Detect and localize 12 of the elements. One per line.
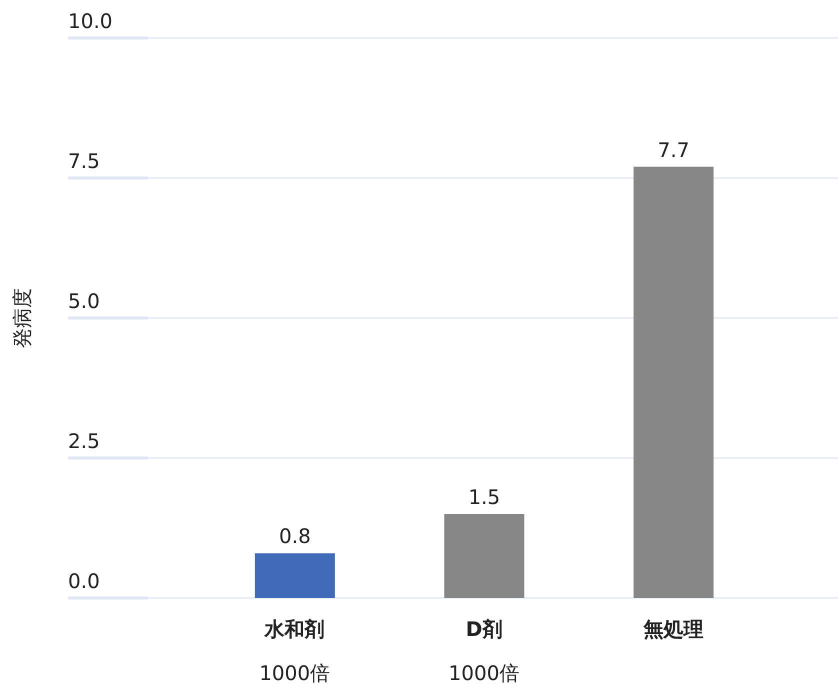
y-tick-label: 0.0: [68, 569, 100, 593]
y-tick-label: 7.5: [68, 149, 100, 173]
x-tick-label: D剤 1000倍: [448, 617, 520, 685]
y-tick-label: 10.0: [68, 9, 113, 33]
data-label: 7.7: [658, 138, 690, 162]
data-label: 1.5: [468, 485, 500, 509]
y-tick-label: 5.0: [68, 289, 100, 313]
y-axis-title: 発病度: [10, 288, 34, 348]
y-tick-label: 2.5: [68, 429, 100, 453]
data-label: 0.8: [279, 524, 311, 548]
x-tick-label: 無処理: [642, 617, 704, 641]
x-tick-label: 水和剤 1000倍: [259, 617, 330, 685]
